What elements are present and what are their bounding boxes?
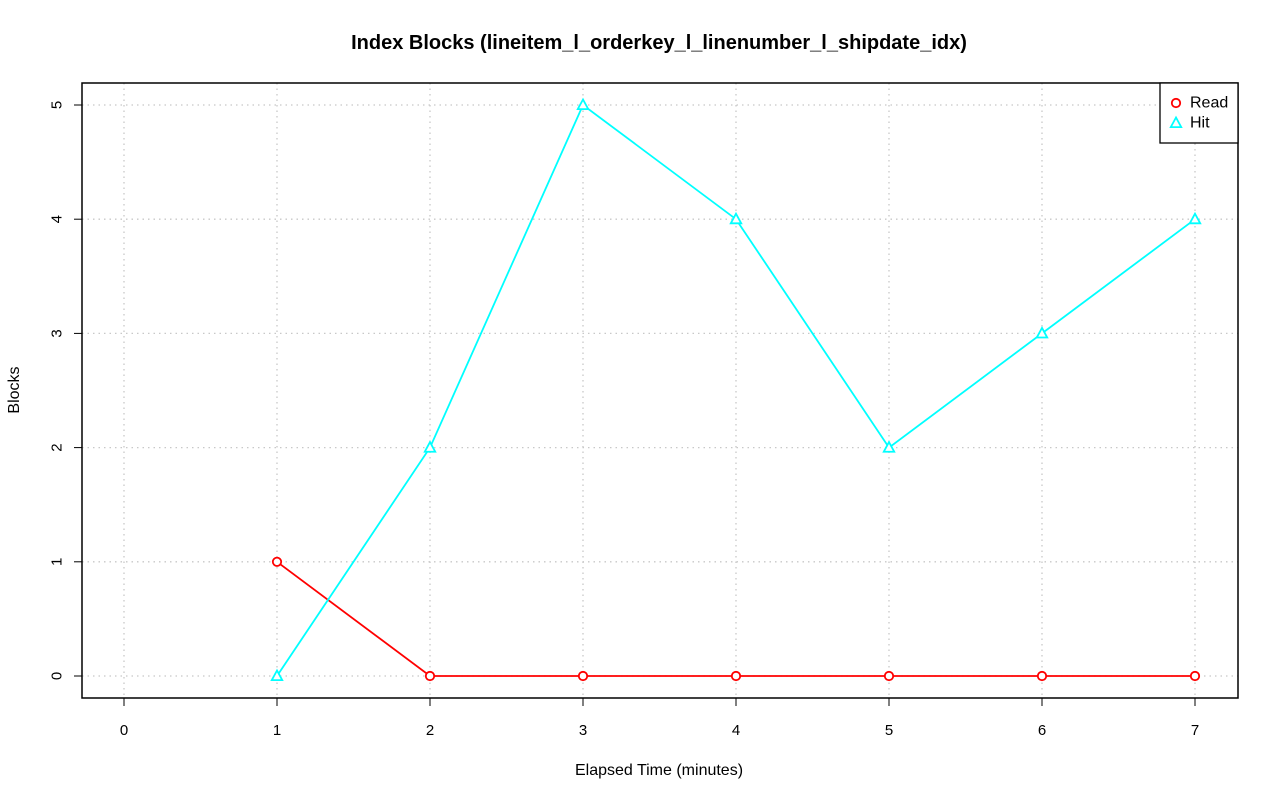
y-tick-label: 0 — [49, 672, 66, 680]
legend-label-read: Read — [1190, 95, 1228, 112]
data-point-read — [730, 670, 742, 682]
x-tick-label: 3 — [579, 722, 587, 739]
data-point-read — [1036, 670, 1048, 682]
legend-label-hit: Hit — [1190, 115, 1210, 132]
x-tick-label: 6 — [1038, 722, 1046, 739]
legend-box — [1159, 82, 1239, 144]
y-axis-label: Blocks — [6, 366, 23, 413]
series-hit — [270, 97, 1202, 682]
data-point-read — [424, 670, 436, 682]
y-tick-label: 2 — [49, 443, 66, 451]
data-point-hit — [1188, 211, 1202, 225]
data-point-hit — [1035, 326, 1049, 339]
x-tick-label: 5 — [885, 722, 893, 739]
data-point-hit — [729, 211, 743, 225]
grid — [82, 83, 1238, 698]
chart-title: Index Blocks (lineitem_l_orderkey_l_line… — [351, 32, 967, 54]
data-point-read — [1189, 670, 1201, 682]
x-axis-label: Elapsed Time (minutes) — [575, 762, 743, 779]
data-point-read — [883, 670, 895, 682]
legend: Read Hit — [1159, 82, 1239, 144]
legend-marker-read — [1170, 97, 1182, 109]
series-read — [271, 556, 1201, 682]
y-tick-label: 3 — [49, 329, 66, 337]
legend-marker-hit — [1169, 115, 1183, 129]
data-point-hit — [576, 97, 590, 111]
plot-frame — [81, 82, 1239, 699]
y-tick-label: 4 — [49, 215, 66, 223]
x-tick-label: 2 — [426, 722, 434, 739]
y-tick-label: 1 — [49, 558, 66, 566]
x-tick-label: 1 — [273, 722, 281, 739]
y-tick-label: 5 — [49, 101, 66, 109]
data-point-hit — [270, 668, 284, 682]
x-tick-label: 7 — [1191, 722, 1199, 739]
data-point-hit — [423, 440, 437, 453]
x-tick-label: 0 — [120, 722, 128, 739]
series — [270, 97, 1202, 682]
data-point-read — [577, 670, 589, 682]
x-tick-label: 4 — [732, 722, 740, 739]
data-point-hit — [882, 440, 896, 453]
axes: 0 1 2 3 4 5 6 7 0 1 2 3 4 5 — [49, 82, 1239, 739]
data-point-read — [271, 556, 283, 567]
